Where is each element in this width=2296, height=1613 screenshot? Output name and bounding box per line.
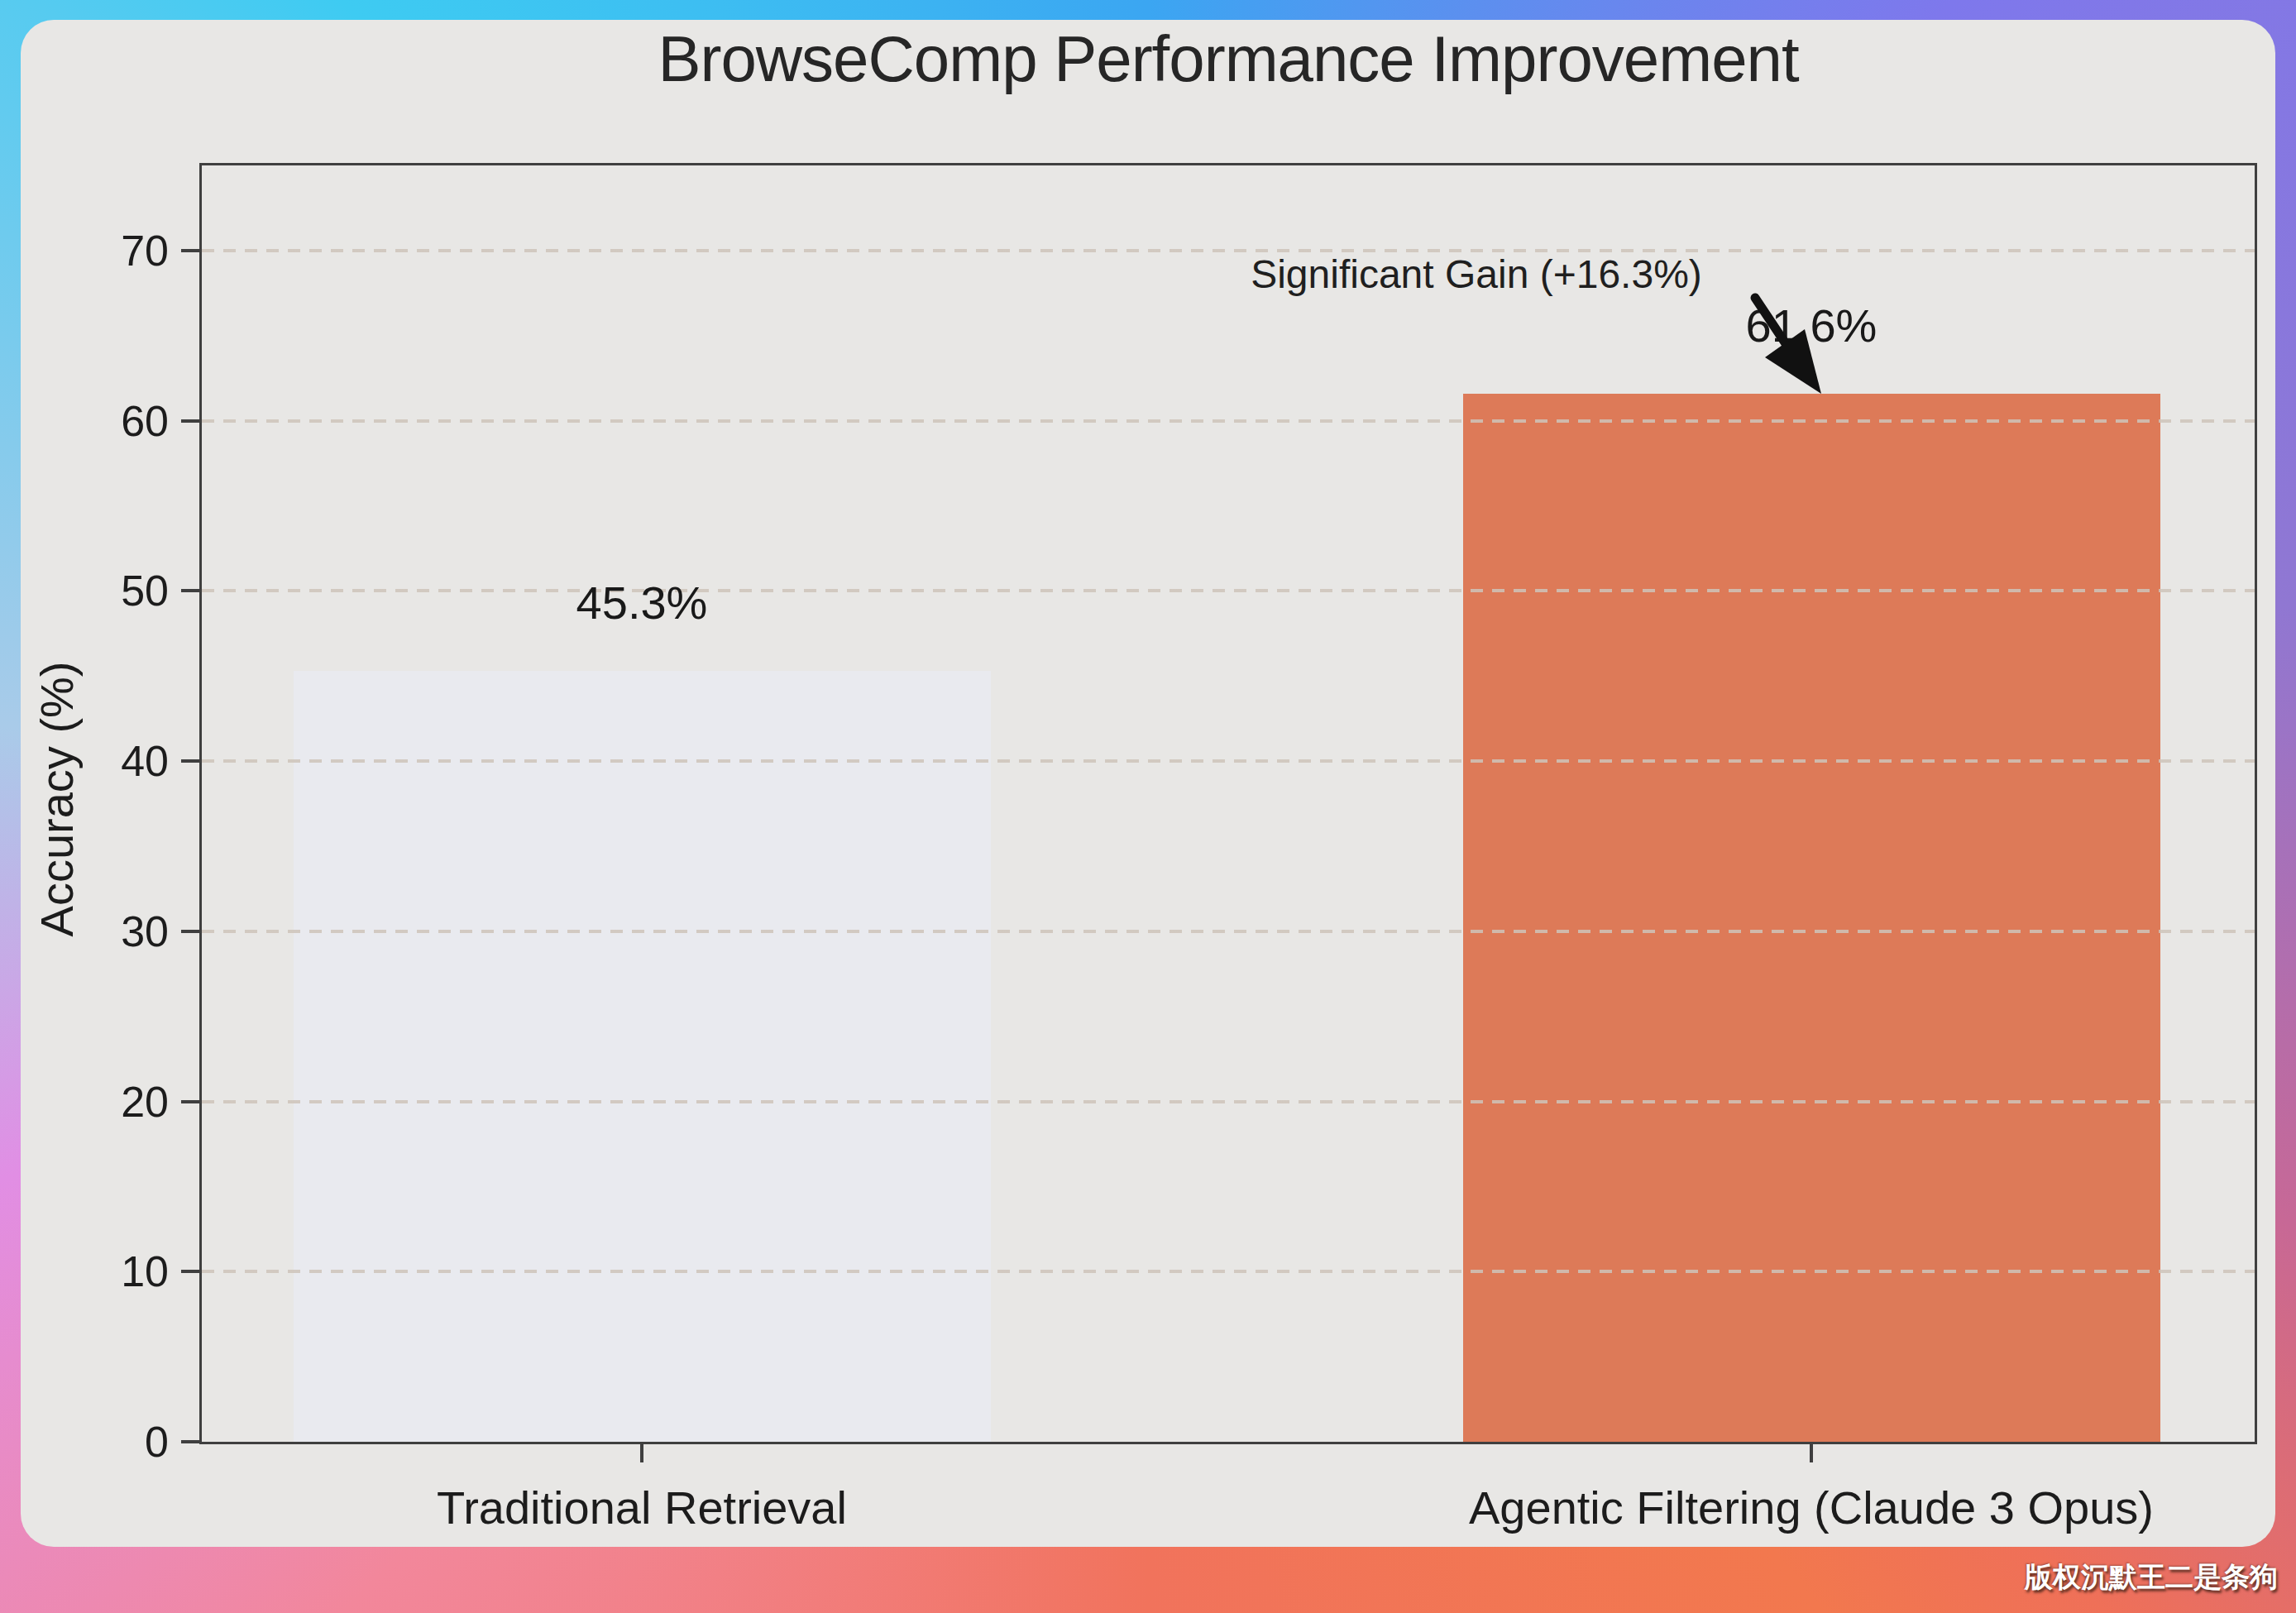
- y-tick-mark: [181, 1440, 199, 1443]
- y-tick-label: 40: [53, 738, 169, 784]
- y-tick-label: 30: [53, 908, 169, 955]
- y-tick-mark: [181, 930, 199, 933]
- x-tick-label: Agentic Filtering (Claude 3 Opus): [1191, 1482, 2296, 1534]
- y-tick-mark: [181, 249, 199, 252]
- plot-area: 45.3%61.6% 010203040506070Traditional Re…: [199, 163, 2257, 1444]
- y-tick-label: 60: [53, 398, 169, 444]
- x-tick-label: Traditional Retrieval: [22, 1482, 1262, 1534]
- y-tick-label: 0: [53, 1419, 169, 1465]
- y-tick-mark: [181, 419, 199, 423]
- annotation-layer: Significant Gain (+16.3%): [202, 165, 2255, 1442]
- x-tick-mark: [1810, 1444, 1813, 1462]
- y-tick-mark: [181, 1270, 199, 1273]
- x-tick-mark: [640, 1444, 643, 1462]
- y-tick-mark: [181, 759, 199, 763]
- y-tick-label: 50: [53, 567, 169, 614]
- y-tick-label: 10: [53, 1248, 169, 1295]
- y-axis-label: Accuracy (%): [30, 662, 84, 937]
- y-tick-label: 20: [53, 1079, 169, 1125]
- y-tick-mark: [181, 589, 199, 592]
- y-tick-mark: [181, 1100, 199, 1103]
- watermark-text: 版权沉默王二是条狗: [2025, 1558, 2278, 1596]
- annotation-arrow-icon: [202, 165, 2255, 1442]
- gradient-frame: BrowseComp Performance Improvement Accur…: [0, 0, 2296, 1613]
- chart-title: BrowseComp Performance Improvement: [658, 22, 1798, 97]
- y-tick-label: 70: [53, 227, 169, 274]
